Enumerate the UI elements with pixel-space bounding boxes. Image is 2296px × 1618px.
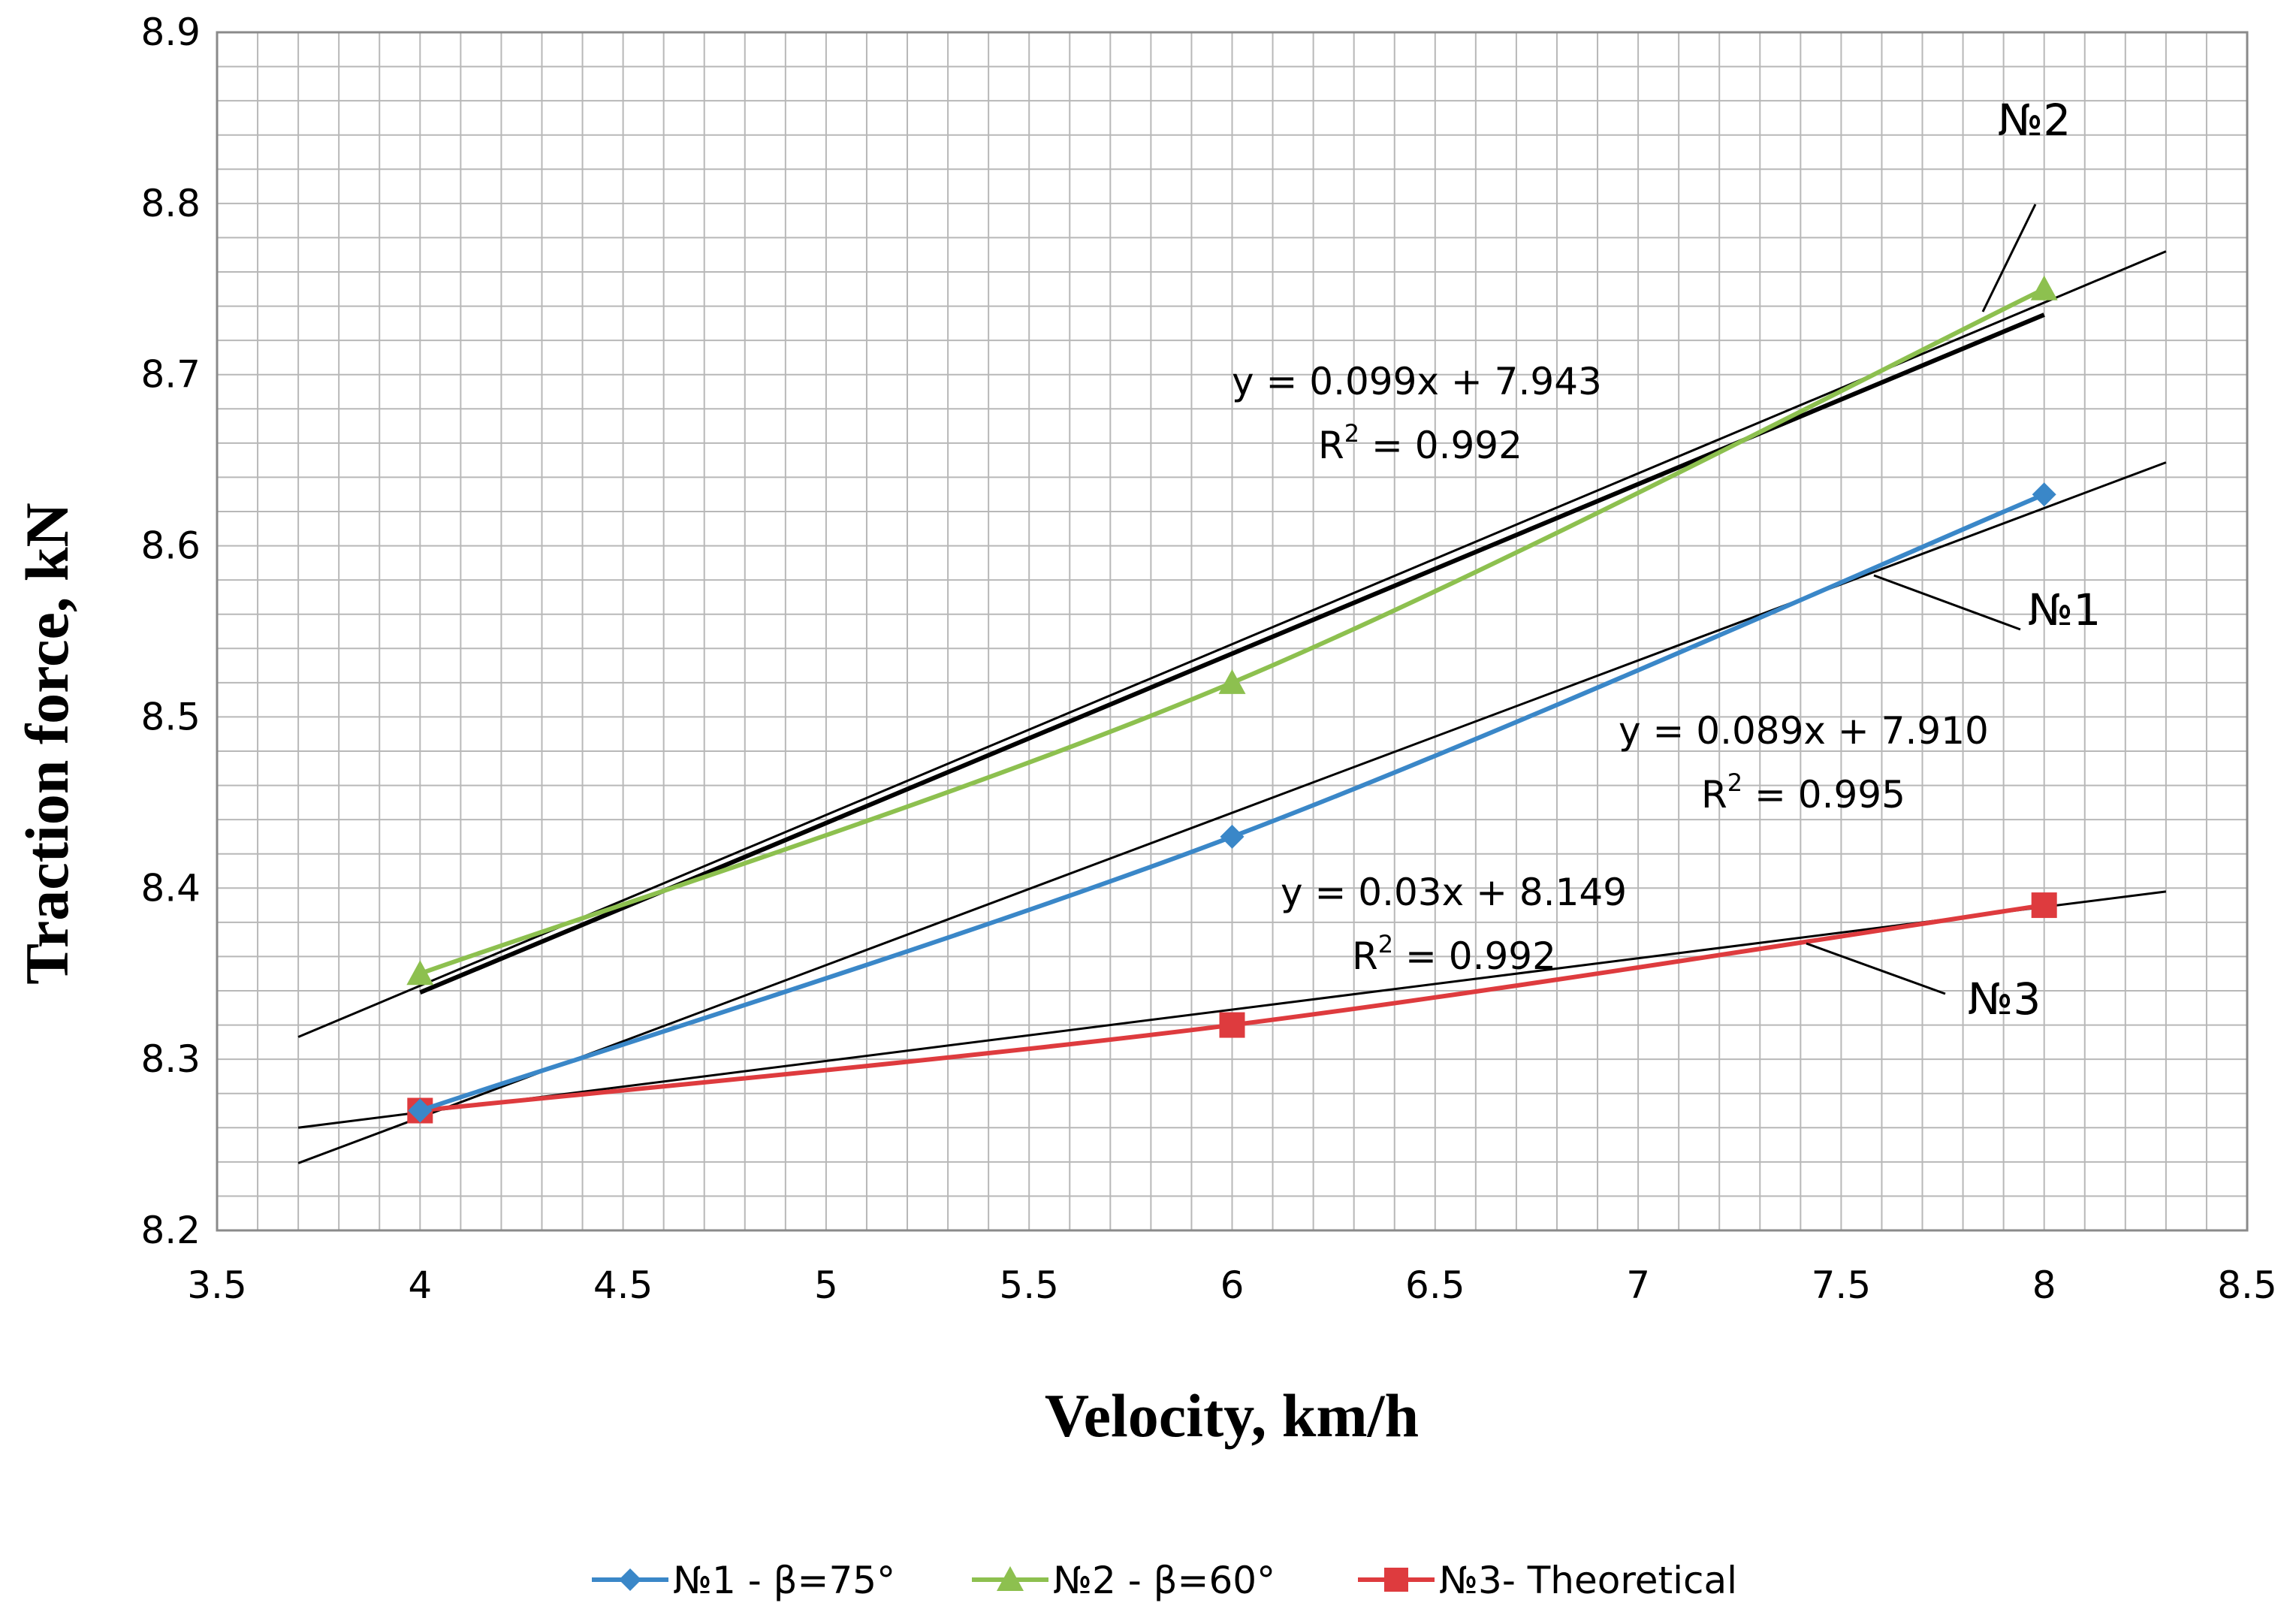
tag-2: №2 [1998,95,2071,146]
y-tick-label: 8.6 [140,524,201,568]
data-point-2 [2030,275,2058,300]
data-point-1 [408,1098,433,1123]
y-tick-label: 8.9 [140,11,201,54]
x-tick-label: 7 [1626,1263,1650,1307]
tag-2-leader [1981,204,2037,312]
data-point-1 [2032,482,2056,507]
equation-3: y = 0.03x + 8.149 [1281,871,1627,914]
x-tick-label: 7.5 [1812,1263,1872,1307]
legend-marker-1 [619,1568,641,1591]
data-point-2 [1218,669,1246,694]
x-tick-label: 6 [1220,1263,1245,1307]
x-tick-label: 5 [814,1263,838,1307]
trendline-3 [297,890,2167,1129]
grid [216,32,2248,1231]
tag-3-leader [1806,942,1946,995]
y-tick-label: 8.2 [140,1209,201,1252]
data-point-2 [406,960,434,986]
r2-1: R2 = 0.995 [1701,768,1905,817]
plot-area-border [216,31,2249,1232]
x-tick-label: 4 [408,1263,432,1307]
x-axis-title: Velocity, km/h [1045,1381,1419,1450]
x-tick-label: 5.5 [999,1263,1059,1307]
tick-labels: 3.5 4 4.5 5 5.5 6 6.5 7 7.5 8 8.5 8.2 8.3 8.4 8.5 8.6 8.… [140,11,2276,1307]
tag-1-leader [1873,574,2021,631]
legend-label-3: №3- Theoretical [1439,1559,1737,1602]
tag-1: №1 [2028,584,2101,635]
equation-1: y = 0.089x + 7.910 [1619,709,1989,753]
x-tick-label: 4.5 [593,1263,653,1307]
y-tick-label: 8.5 [140,695,201,738]
trendline-1 [297,461,2167,1164]
y-tick-label: 8.3 [140,1037,201,1081]
legend-label-2: №2 - β=60° [1053,1559,1275,1602]
y-tick-label: 8.8 [140,182,201,225]
tag-3: №3 [1968,974,2041,1025]
x-tick-label: 8 [2032,1263,2056,1307]
legend-marker-2 [997,1566,1024,1591]
r2-3: R2 = 0.992 [1352,930,1556,978]
r2-2: R2 = 0.992 [1318,419,1522,467]
y-tick-label: 8.7 [140,353,201,397]
equation-2: y = 0.099x + 7.943 [1232,360,1602,403]
legend-label-1: №1 - β=75° [673,1559,895,1602]
y-tick-label: 8.4 [140,866,201,910]
data-point-3 [2031,892,2057,919]
y-axis-title: Traction force, kN [13,503,81,984]
x-tick-label: 3.5 [187,1263,247,1307]
data-point-3 [1219,1012,1245,1038]
series-layer [406,275,2058,1124]
legend: №1 - β=75° №2 - β=60° №3- Theoretical [592,1559,1737,1602]
x-tick-label: 6.5 [1405,1263,1465,1307]
legend-marker-3 [1384,1568,1408,1592]
x-tick-label: 8.5 [2217,1263,2277,1307]
data-point-1 [1220,824,1245,849]
plot-frame [216,31,2249,1232]
